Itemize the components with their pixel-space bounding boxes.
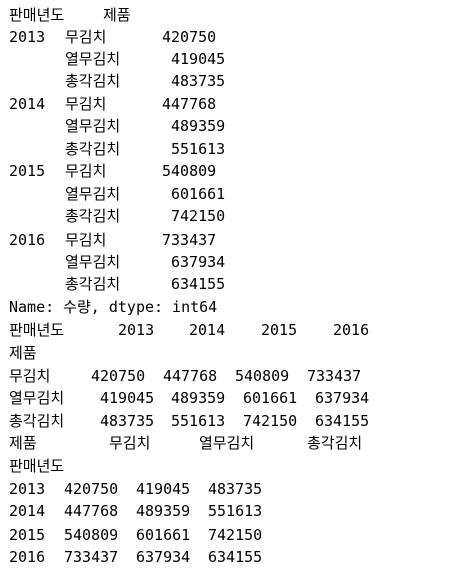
- pivot2-column-header: 열무김치: [199, 434, 255, 452]
- pivot2-index-header: 판매년도: [0, 455, 449, 477]
- pivot1-row: 무김치 420750 447768 540809 733437: [0, 365, 449, 387]
- pivot1-header: 판매년도 2013 2014 2015 2016: [0, 319, 449, 341]
- series-value: 489359: [171, 117, 226, 135]
- pivot2-column-header: 무김치: [109, 434, 151, 452]
- pivot1-row-label: 무김치: [9, 367, 51, 385]
- series-product: 총각김치: [65, 275, 121, 293]
- pivot2-cell: 540809: [64, 526, 119, 544]
- series-row: 총각김치 483735: [0, 70, 449, 92]
- series-product: 열무김치: [65, 253, 121, 271]
- series-header: 판매년도 제품: [0, 4, 449, 26]
- pivot2-row: 2016 733437 637934 634155: [0, 546, 449, 568]
- pivot2-cell: 634155: [208, 548, 263, 566]
- series-row: 2016 무김치 733437: [0, 229, 449, 251]
- pivot2-row: 2014 447768 489359 551613: [0, 500, 449, 522]
- series-index-name-product: 제품: [103, 6, 131, 24]
- pivot2-row-label: 2016: [9, 548, 46, 566]
- series-year: 2016: [9, 231, 46, 249]
- series-product: 열무김치: [65, 117, 121, 135]
- pivot2-header: 제품 무김치 열무김치 총각김치: [0, 432, 449, 454]
- series-dtype-line: Name: 수량, dtype: int64: [9, 298, 218, 316]
- pivot2-columns-name: 제품: [9, 434, 37, 452]
- pivot1-column-header: 2014: [189, 321, 226, 339]
- series-value: 447768: [162, 95, 217, 113]
- series-row: 총각김치 742150: [0, 205, 449, 227]
- pivot1-row-label: 총각김치: [9, 412, 65, 430]
- series-value: 634155: [171, 275, 226, 293]
- series-value: 420750: [162, 28, 217, 46]
- series-footer: Name: 수량, dtype: int64: [0, 296, 449, 318]
- series-value: 419045: [171, 50, 226, 68]
- series-row: 2015 무김치 540809: [0, 160, 449, 182]
- pivot1-cell: 540809: [235, 367, 290, 385]
- pivot1-row: 총각김치 483735 551613 742150 634155: [0, 410, 449, 432]
- pivot2-cell: 420750: [64, 480, 119, 498]
- series-row: 열무김치 419045: [0, 48, 449, 70]
- pivot2-row: 2015 540809 601661 742150: [0, 524, 449, 546]
- series-value: 483735: [171, 72, 226, 90]
- pivot2-cell: 601661: [136, 526, 191, 544]
- pivot1-cell: 489359: [171, 389, 226, 407]
- pivot1-cell: 419045: [100, 389, 155, 407]
- series-value: 551613: [171, 140, 226, 158]
- series-index-name-year: 판매년도: [9, 6, 65, 24]
- pivot1-columns-name: 판매년도: [9, 321, 65, 339]
- series-value: 733437: [162, 231, 217, 249]
- series-product: 총각김치: [65, 140, 121, 158]
- pivot1-row-label: 열무김치: [9, 389, 65, 407]
- series-product: 총각김치: [65, 207, 121, 225]
- series-row: 열무김치 637934: [0, 251, 449, 273]
- pivot1-row: 열무김치 419045 489359 601661 637934: [0, 387, 449, 409]
- series-product: 무김치: [65, 162, 107, 180]
- pivot1-cell: 483735: [100, 412, 155, 430]
- series-product: 열무김치: [65, 185, 121, 203]
- pivot2-row-label: 2013: [9, 480, 46, 498]
- pivot1-index-header: 제품: [0, 342, 449, 364]
- pivot2-row-label: 2014: [9, 502, 46, 520]
- series-row: 2013 무김치 420750: [0, 26, 449, 48]
- series-row: 열무김치 601661: [0, 183, 449, 205]
- pivot1-column-header: 2016: [333, 321, 370, 339]
- pivot2-cell: 742150: [208, 526, 263, 544]
- series-row: 2014 무김치 447768: [0, 93, 449, 115]
- pivot1-cell: 447768: [163, 367, 218, 385]
- pivot1-cell: 637934: [315, 389, 370, 407]
- series-product: 열무김치: [65, 50, 121, 68]
- pivot1-cell: 742150: [243, 412, 298, 430]
- series-value: 601661: [171, 185, 226, 203]
- pivot2-cell: 483735: [208, 480, 263, 498]
- series-product: 총각김치: [65, 72, 121, 90]
- series-year: 2015: [9, 162, 46, 180]
- pivot1-cell: 733437: [307, 367, 362, 385]
- pivot2-cell: 419045: [136, 480, 191, 498]
- pivot2-cell: 733437: [64, 548, 119, 566]
- series-row: 열무김치 489359: [0, 115, 449, 137]
- series-year: 2014: [9, 95, 46, 113]
- pivot2-cell: 489359: [136, 502, 191, 520]
- pivot1-index-name: 제품: [9, 344, 37, 362]
- series-value: 742150: [171, 207, 226, 225]
- pivot2-cell: 637934: [136, 548, 191, 566]
- series-year: 2013: [9, 28, 46, 46]
- series-product: 무김치: [65, 28, 107, 46]
- pivot2-row: 2013 420750 419045 483735: [0, 478, 449, 500]
- series-product: 무김치: [65, 231, 107, 249]
- pivot1-cell: 551613: [171, 412, 226, 430]
- pivot1-cell: 420750: [91, 367, 146, 385]
- series-value: 637934: [171, 253, 226, 271]
- series-product: 무김치: [65, 95, 107, 113]
- pivot2-cell: 447768: [64, 502, 119, 520]
- pivot2-index-name: 판매년도: [9, 457, 65, 475]
- pivot2-column-header: 총각김치: [307, 434, 363, 452]
- pivot1-cell: 601661: [243, 389, 298, 407]
- pivot1-cell: 634155: [315, 412, 370, 430]
- pivot2-cell: 551613: [208, 502, 263, 520]
- pivot1-column-header: 2015: [261, 321, 298, 339]
- series-row: 총각김치 551613: [0, 138, 449, 160]
- series-value: 540809: [162, 162, 217, 180]
- series-row: 총각김치 634155: [0, 273, 449, 295]
- pivot2-row-label: 2015: [9, 526, 46, 544]
- pivot1-column-header: 2013: [118, 321, 155, 339]
